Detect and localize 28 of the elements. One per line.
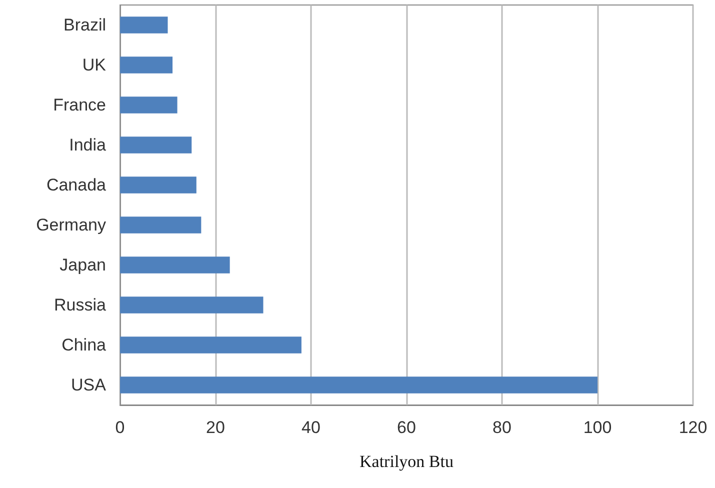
bar xyxy=(120,136,192,154)
x-tick-label: 100 xyxy=(583,418,612,437)
bar xyxy=(120,256,230,274)
y-tick-label: Japan xyxy=(60,256,106,274)
y-tick-label: UK xyxy=(82,56,107,74)
bar xyxy=(120,336,302,354)
bar xyxy=(120,176,196,194)
bar xyxy=(120,216,202,234)
y-tick-label: China xyxy=(62,336,107,354)
y-tick-label: Canada xyxy=(46,176,107,194)
bar xyxy=(120,16,168,34)
x-axis-title: Katrilyon Btu xyxy=(360,452,454,471)
y-tick-label: Russia xyxy=(54,296,107,314)
y-tick-label: France xyxy=(53,96,106,114)
x-tick-label: 60 xyxy=(397,418,416,437)
y-tick-label: Brazil xyxy=(63,16,106,34)
x-tick-label: 0 xyxy=(115,418,125,437)
x-tick-label: 20 xyxy=(206,418,225,437)
bar xyxy=(120,376,598,394)
y-tick-label: India xyxy=(69,136,107,154)
x-tick-label: 80 xyxy=(492,418,512,437)
y-tick-label: Germany xyxy=(36,216,106,234)
bar xyxy=(120,96,178,114)
bar xyxy=(120,296,264,314)
y-tick-label: USA xyxy=(71,376,107,394)
x-tick-label: 120 xyxy=(678,418,708,437)
bar xyxy=(120,56,173,74)
x-tick-label: 40 xyxy=(302,418,320,437)
